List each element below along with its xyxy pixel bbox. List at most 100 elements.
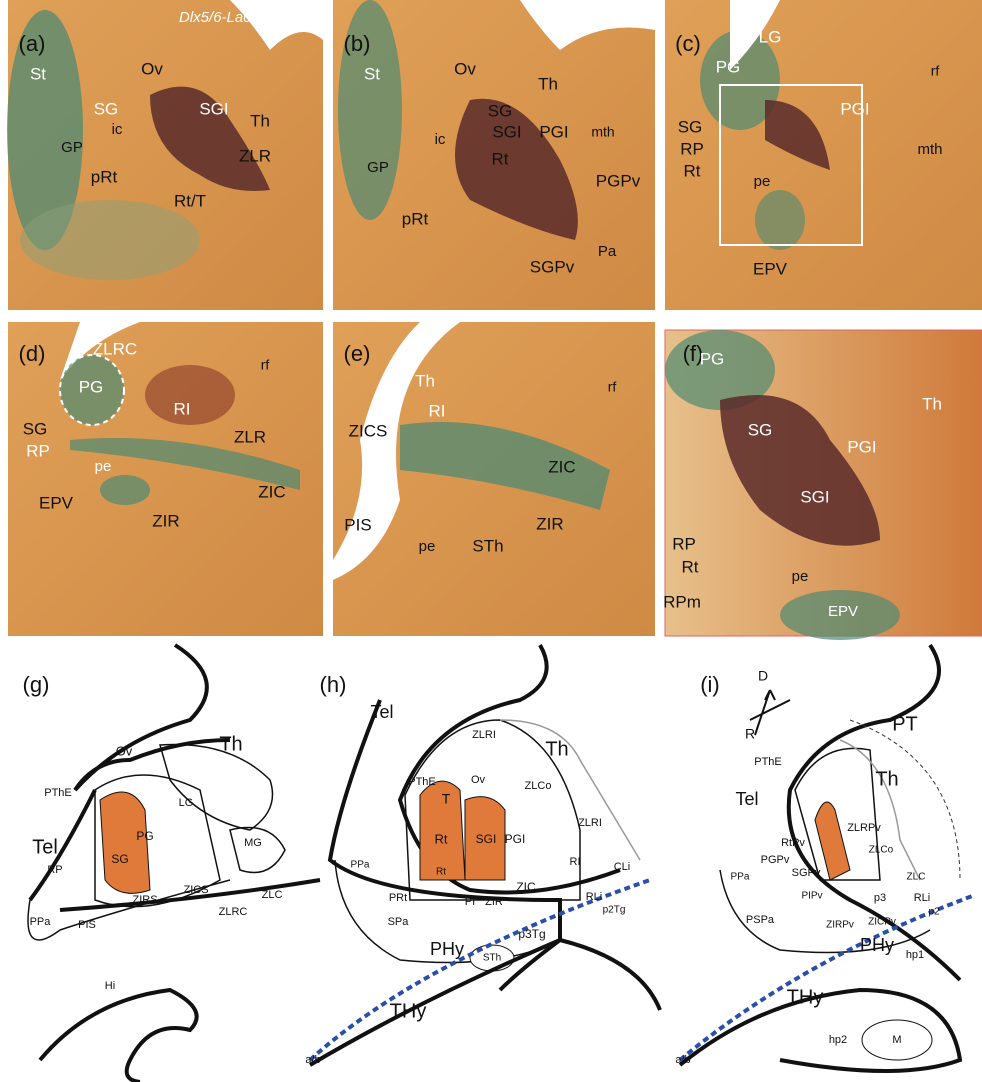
region-label: STh <box>472 536 503 555</box>
region-label: SGI <box>492 122 521 141</box>
region-label: SGI <box>800 487 829 506</box>
region-label: Tel <box>735 789 758 809</box>
region-label: ZLRC <box>219 906 248 918</box>
region-label: SGI <box>199 99 228 118</box>
region-label: St <box>364 64 380 83</box>
panel-h-schematic <box>310 645 660 1065</box>
region-label: PI <box>465 896 475 908</box>
region-label: PRt <box>389 892 407 904</box>
region-label: ZIR <box>536 514 563 533</box>
region-label: Th <box>922 394 942 413</box>
panel-f-image <box>665 330 982 640</box>
region-label: Rt/T <box>174 191 206 210</box>
region-label: St <box>30 64 46 83</box>
panel-letter: (b) <box>344 31 371 56</box>
region-label: SGI <box>476 832 497 846</box>
region-label: SG <box>94 99 119 118</box>
region-label: PG <box>716 57 741 76</box>
region-label: a/b <box>305 1054 320 1066</box>
region-label: pe <box>95 458 112 475</box>
stain-marker: + PV <box>264 9 297 26</box>
region-label: PGI <box>847 437 876 456</box>
region-label: Th <box>250 111 270 130</box>
region-label: ZIRS <box>132 894 157 906</box>
region-label: PG <box>136 829 153 843</box>
region-label: STh <box>483 953 501 964</box>
region-label: ic <box>112 121 123 138</box>
region-label: rf <box>608 379 617 395</box>
panel-letter: (e) <box>344 341 371 366</box>
panel-letter: (c) <box>675 31 701 56</box>
region-label: PGI <box>539 122 568 141</box>
region-label: ZICS <box>349 421 388 440</box>
region-label: rf <box>931 63 940 79</box>
region-label: ZLRPv <box>847 822 881 834</box>
region-label: RP <box>672 534 696 553</box>
region-label: Rt <box>435 831 448 846</box>
region-label: p2Tg <box>603 905 626 916</box>
panel-a-image <box>7 0 323 310</box>
panel-i-schematic <box>680 645 975 1071</box>
region-label: PThE <box>754 756 782 768</box>
region-label: SG <box>111 852 128 866</box>
region-label: hp2 <box>829 1034 847 1046</box>
region-label: Ov <box>471 774 486 786</box>
region-label: mth <box>591 124 614 140</box>
region-label: Hi <box>105 980 115 992</box>
stain-caption: Dlx5/6-LacZ + PV <box>179 9 297 26</box>
region-label: PSPa <box>746 914 775 926</box>
region-label: SG <box>488 101 513 120</box>
region-label: hp1 <box>906 949 924 961</box>
region-label: Th <box>415 371 435 390</box>
region-label: SGPv <box>530 257 575 276</box>
region-label: EPV <box>39 493 74 512</box>
region-label: RP <box>47 864 62 876</box>
region-label: Th <box>219 733 242 755</box>
panel-letter: (d) <box>19 341 46 366</box>
region-label: RP <box>680 139 704 158</box>
region-label: CLi <box>614 861 631 873</box>
region-label: Ov <box>454 59 476 78</box>
region-label: Th <box>875 768 898 790</box>
region-label: pe <box>419 538 436 555</box>
region-label: Tel <box>370 702 393 722</box>
region-label: p3Tg <box>518 927 545 941</box>
region-label: ZLRC <box>93 339 137 358</box>
region-label: ZICS <box>183 884 208 896</box>
region-label: Pa <box>598 243 617 260</box>
region-label: PIS <box>344 515 371 534</box>
region-label: pRt <box>402 209 429 228</box>
region-label: Th <box>545 738 568 760</box>
region-label: ZICPv <box>868 917 896 928</box>
region-label: ZLR <box>234 427 266 446</box>
region-label: EPV <box>828 603 858 620</box>
region-label: LG <box>179 797 194 809</box>
region-label: PG <box>700 349 725 368</box>
region-label: PHy <box>860 935 894 955</box>
panel-letter: (a) <box>19 31 46 56</box>
panel-letter: (g) <box>23 672 50 697</box>
region-label: ZLC <box>262 889 283 901</box>
region-label: ZLR <box>239 146 271 165</box>
region-label: SGPv <box>792 867 821 879</box>
region-label: ZIR <box>152 511 179 530</box>
region-label: THy <box>390 1000 427 1022</box>
region-label: THy <box>787 986 824 1008</box>
region-label: RI <box>429 401 446 420</box>
region-label: Tel <box>32 836 58 858</box>
region-label: p2 <box>928 907 940 918</box>
region-label: PT <box>892 713 918 735</box>
region-label: MG <box>244 837 262 849</box>
region-label: LG <box>759 27 782 46</box>
region-label: PG <box>79 377 104 396</box>
region-label: PThE <box>408 776 436 788</box>
region-label: RLi <box>586 891 603 903</box>
region-label: PGPv <box>596 171 641 190</box>
region-label: ZIC <box>548 457 575 476</box>
region-label: pRt <box>91 167 118 186</box>
region-label: PGI <box>505 832 526 846</box>
region-label: PPa <box>30 916 52 928</box>
region-label: RP <box>26 441 50 460</box>
region-label: SG <box>678 117 703 136</box>
region-label: pe <box>792 568 809 585</box>
